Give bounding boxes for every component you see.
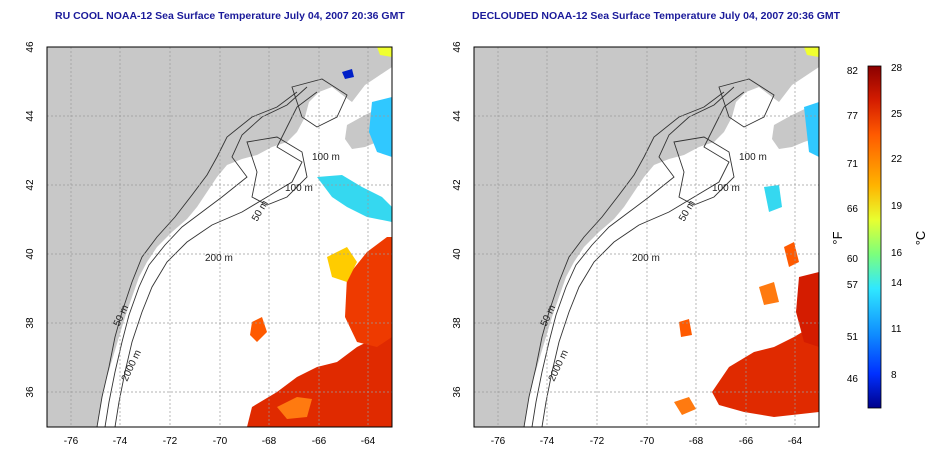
lon-tick-label: -76 <box>491 436 506 447</box>
lat-tick-label: 40 <box>25 248 36 260</box>
lon-tick-label: -66 <box>739 436 754 447</box>
lon-tick-label: -72 <box>590 436 605 447</box>
lon-tick-label: -66 <box>312 436 327 447</box>
lon-tick-label: -70 <box>213 436 228 447</box>
lat-tick-label: 40 <box>452 248 463 260</box>
f-tick-label: 51 <box>847 332 859 343</box>
f-tick-label: 60 <box>847 254 859 265</box>
f-tick-label: 82 <box>847 66 859 77</box>
contour-label: 100 m <box>312 152 340 163</box>
right-panel-title: DECLOUDED NOAA-12 Sea Surface Temperatur… <box>472 10 841 22</box>
lon-tick-label: -76 <box>64 436 79 447</box>
c-tick-label: 28 <box>891 63 903 74</box>
contour-label: 100 m <box>712 183 740 194</box>
f-tick-label: 66 <box>847 204 859 215</box>
left-map-frame <box>46 46 393 428</box>
f-tick-label: 46 <box>847 374 859 385</box>
right-contour-labels: 100 m 100 m 50 m 200 m 50 m 2000 m <box>539 152 767 383</box>
lon-tick-label: -64 <box>788 436 803 447</box>
lon-tick-label: -70 <box>640 436 655 447</box>
lat-tick-label: 44 <box>452 110 463 122</box>
lat-tick-label: 42 <box>25 179 36 191</box>
left-grid <box>47 47 392 427</box>
celsius-unit-label: °C <box>913 231 928 246</box>
lat-tick-label: 42 <box>452 179 463 191</box>
contour-label: 100 m <box>285 183 313 194</box>
contour-label: 100 m <box>739 152 767 163</box>
lat-tick-label: 44 <box>25 110 36 122</box>
lon-tick-label: -68 <box>262 436 277 447</box>
f-tick-label: 57 <box>847 280 859 291</box>
lat-tick-label: 46 <box>25 41 36 53</box>
c-tick-label: 19 <box>891 201 903 212</box>
contour-label: 200 m <box>205 253 233 264</box>
fahrenheit-ticks: 82 77 71 66 60 57 51 46 <box>847 66 859 385</box>
lon-tick-label: -74 <box>540 436 555 447</box>
c-tick-label: 11 <box>891 324 902 335</box>
temperature-colorbar: 82 77 71 66 60 57 51 46 28 25 22 19 16 1… <box>830 63 928 409</box>
f-tick-label: 77 <box>847 111 859 122</box>
c-tick-label: 14 <box>891 278 903 289</box>
lon-tick-label: -64 <box>361 436 376 447</box>
left-lat-axis: 36 38 40 42 44 46 <box>25 41 36 398</box>
fahrenheit-unit-label: °F <box>830 231 845 244</box>
f-tick-label: 71 <box>847 159 859 170</box>
right-lon-axis: -76 -74 -72 -70 -68 -66 -64 <box>491 436 803 447</box>
lat-tick-label: 46 <box>452 41 463 53</box>
lat-tick-label: 36 <box>452 386 463 398</box>
c-tick-label: 22 <box>891 154 903 165</box>
lon-tick-label: -72 <box>163 436 178 447</box>
left-sst-warm-region <box>247 47 392 427</box>
right-map-frame <box>473 46 820 428</box>
contour-label: 200 m <box>632 253 660 264</box>
right-grid <box>474 47 819 427</box>
lat-tick-label: 36 <box>25 386 36 398</box>
lat-tick-label: 38 <box>25 317 36 329</box>
right-map[interactable]: 100 m 100 m 50 m 200 m 50 m 2000 m <box>473 46 820 428</box>
colorbar-gradient <box>867 65 882 409</box>
left-panel-title: RU COOL NOAA-12 Sea Surface Temperature … <box>55 10 405 22</box>
celsius-ticks: 28 25 22 19 16 14 11 8 <box>891 63 903 381</box>
right-lat-axis: 36 38 40 42 44 46 <box>452 41 463 398</box>
c-tick-label: 25 <box>891 109 903 120</box>
lon-tick-label: -68 <box>689 436 704 447</box>
c-tick-label: 16 <box>891 248 903 259</box>
lon-tick-label: -74 <box>113 436 128 447</box>
c-tick-label: 8 <box>891 370 897 381</box>
lat-tick-label: 38 <box>452 317 463 329</box>
left-map[interactable]: 100 m 100 m 50 m 200 m 50 m 2000 m <box>46 46 393 428</box>
left-lon-axis: -76 -74 -72 -70 -68 -66 -64 <box>64 436 376 447</box>
